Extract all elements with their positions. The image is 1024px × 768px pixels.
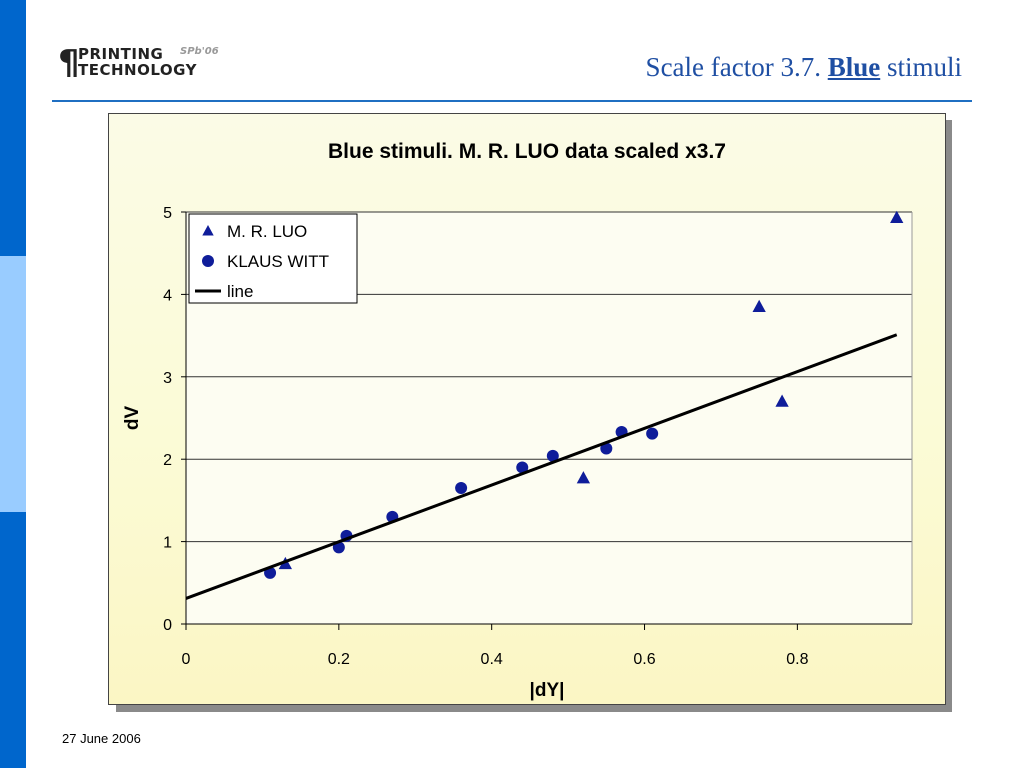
x-tick-label: 0.2 — [328, 651, 350, 668]
side-accent-bar — [0, 0, 26, 768]
title-divider — [52, 100, 972, 102]
y-tick-label: 2 — [163, 452, 172, 469]
logo-line-2: TECHNOLOGY — [78, 61, 197, 79]
witt-point — [646, 427, 659, 440]
witt-point — [455, 482, 468, 495]
luo-point — [752, 299, 766, 313]
legend-label: KLAUS WITT — [227, 252, 329, 271]
witt-point — [600, 442, 613, 455]
legend-marker-triangle — [202, 225, 214, 236]
x-tick-label: 0 — [182, 651, 191, 668]
y-tick-label: 0 — [163, 617, 172, 634]
x-tick-label: 0.8 — [786, 651, 808, 668]
y-tick-label: 4 — [163, 287, 172, 304]
logo-tag: SPb'06 — [180, 46, 219, 57]
side-accent-segment — [0, 256, 26, 512]
legend-marker-circle — [202, 255, 214, 267]
luo-point — [576, 471, 591, 484]
y-axis-label: dV — [122, 406, 143, 431]
fit-line — [185, 333, 898, 600]
logo-line-1: PRINTING — [78, 45, 164, 63]
luo-point — [775, 394, 789, 407]
pilcrow-icon: ¶ — [58, 43, 80, 83]
x-axis-label: |dY| — [530, 680, 565, 701]
witt-point — [516, 461, 529, 474]
slide-title: Scale factor 3.7. Blue stimuli — [646, 52, 962, 83]
witt-point — [546, 449, 559, 462]
legend-box — [188, 213, 358, 304]
slide-title-prefix: Scale factor 3.7. — [645, 52, 828, 82]
legend-label: M. R. LUO — [227, 222, 307, 241]
luo-point — [890, 210, 904, 224]
legend-label: line — [227, 282, 253, 301]
slide-title-suffix: stimuli — [880, 52, 962, 82]
slide-title-highlight: Blue — [827, 52, 881, 82]
footer-date: 27 June 2006 — [62, 731, 141, 746]
x-tick-label: 0.4 — [481, 651, 503, 668]
y-tick-label: 1 — [163, 535, 172, 552]
printing-technology-logo: ¶ PRINTING TECHNOLOGY SPb'06 — [58, 44, 228, 84]
chart-title: Blue stimuli. M. R. LUO data scaled x3.7 — [328, 140, 726, 163]
y-tick-label: 5 — [163, 205, 172, 222]
x-tick-label: 0.6 — [633, 651, 655, 668]
y-tick-label: 3 — [163, 370, 172, 387]
